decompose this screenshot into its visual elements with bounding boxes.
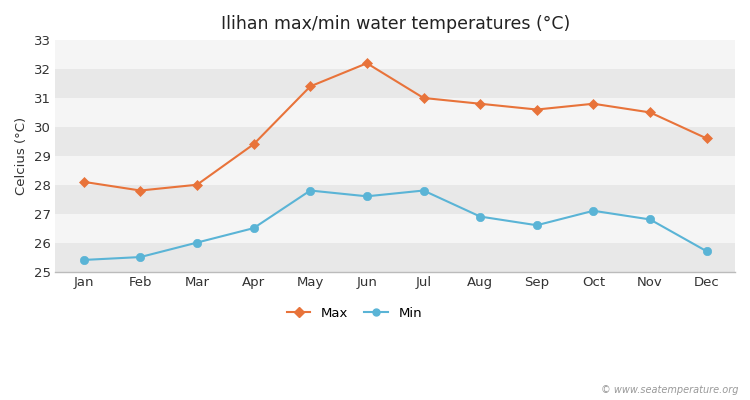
Bar (56, 98, 735, 127)
Max (476, 101, 484, 106)
Min (419, 188, 428, 193)
Title: Ilihan max/min water temperatures (°C): Ilihan max/min water temperatures (°C) (220, 15, 570, 33)
Bar (56, 242, 735, 272)
Max (419, 96, 428, 100)
Min (589, 208, 598, 213)
Min (136, 255, 145, 260)
Max (589, 101, 598, 106)
Max (646, 110, 655, 115)
Bar (56, 214, 735, 242)
Min (362, 194, 371, 199)
Legend: Max, Min: Max, Min (281, 301, 428, 325)
Min (532, 223, 542, 228)
Min (702, 249, 711, 254)
Text: © www.seatemperature.org: © www.seatemperature.org (602, 385, 739, 395)
Max (136, 188, 145, 193)
Max (702, 136, 711, 141)
Line: Min: Min (80, 186, 711, 264)
Max (80, 180, 88, 184)
Line: Max: Max (80, 60, 710, 194)
Min (646, 217, 655, 222)
Bar (56, 127, 735, 156)
Min (193, 240, 202, 245)
Max (362, 61, 371, 66)
Bar (56, 40, 735, 69)
Max (532, 107, 542, 112)
Bar (56, 69, 735, 98)
Min (306, 188, 315, 193)
Max (249, 142, 258, 147)
Min (80, 258, 88, 262)
Bar (56, 156, 735, 185)
Min (476, 214, 484, 219)
Max (306, 84, 315, 89)
Bar (56, 185, 735, 214)
Max (193, 182, 202, 187)
Y-axis label: Celcius (°C): Celcius (°C) (15, 117, 28, 195)
Min (249, 226, 258, 230)
